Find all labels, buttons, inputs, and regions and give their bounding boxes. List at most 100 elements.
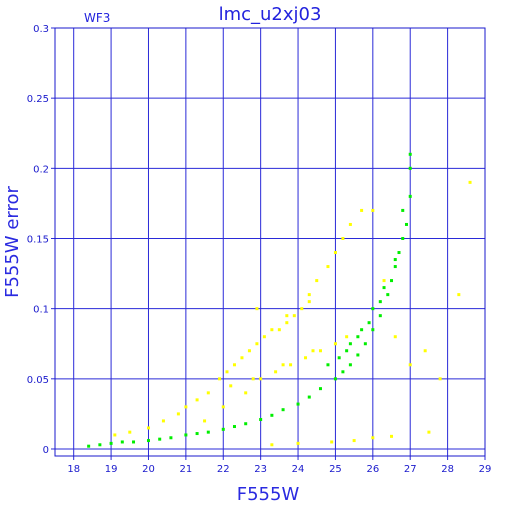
x-tick-label: 27: [404, 464, 417, 475]
data-point-series-1: [326, 265, 330, 269]
data-point-series-1: [427, 430, 431, 434]
data-point-series-1: [318, 349, 322, 353]
data-point-series-2: [333, 377, 337, 381]
x-tick-label: 25: [329, 464, 342, 475]
data-point-series-2: [390, 279, 394, 283]
data-point-series-2: [382, 286, 386, 290]
data-point-series-1: [341, 236, 345, 240]
data-point-series-1: [285, 321, 289, 325]
data-point-series-1: [352, 439, 356, 443]
data-point-series-1: [292, 314, 296, 318]
y-axis-label: F555W error: [2, 186, 23, 298]
x-tick-label: 20: [142, 464, 155, 475]
data-point-series-1: [113, 433, 117, 437]
data-point-series-2: [232, 425, 236, 429]
data-point-series-1: [408, 363, 412, 367]
data-point-series-2: [169, 436, 173, 440]
data-point-series-2: [367, 321, 371, 325]
x-tick-label: 29: [479, 464, 492, 475]
data-point-series-1: [315, 279, 319, 283]
data-point-series-1: [225, 370, 229, 374]
data-point-series-1: [307, 300, 311, 304]
data-point-series-1: [255, 307, 259, 311]
data-point-series-2: [337, 356, 341, 360]
data-point-series-2: [408, 152, 412, 156]
y-tick-label: 0.1: [33, 305, 49, 316]
data-point-series-2: [296, 402, 300, 406]
data-point-series-2: [158, 437, 162, 441]
data-point-series-2: [393, 265, 397, 269]
data-point-series-1: [423, 349, 427, 353]
data-point-series-1: [371, 208, 375, 212]
data-points: [87, 152, 472, 448]
data-point-series-2: [393, 258, 397, 262]
data-point-series-2: [408, 166, 412, 170]
data-point-series-1: [371, 436, 375, 440]
data-point-series-1: [330, 440, 334, 444]
data-point-series-2: [401, 236, 405, 240]
plot-frame: [54, 27, 486, 457]
y-tick-label: 0.05: [27, 375, 49, 386]
data-point-series-2: [120, 440, 124, 444]
data-point-series-1: [184, 405, 188, 409]
y-tick-label: 0.2: [33, 164, 49, 175]
data-point-series-2: [270, 413, 274, 417]
data-point-series-1: [382, 279, 386, 283]
data-point-series-2: [318, 387, 322, 391]
data-point-series-1: [304, 356, 308, 360]
tick-labels: 18 19 20 21 22 23 24 25 26 27 28 29 0 0.05 0.1 0.15 0.2 0…: [27, 24, 492, 475]
data-point-series-2: [98, 443, 102, 447]
data-point-series-1: [296, 441, 300, 445]
data-point-series-1: [229, 384, 233, 388]
x-tick-label: 24: [292, 464, 305, 475]
data-point-series-1: [360, 208, 364, 212]
data-point-series-1: [270, 328, 274, 332]
grid: [51, 27, 486, 460]
data-point-series-2: [356, 353, 360, 357]
data-point-series-2: [345, 349, 349, 353]
data-point-series-1: [195, 398, 199, 402]
y-tick-label: 0: [43, 445, 49, 456]
x-tick-label: 18: [67, 464, 80, 475]
data-point-series-1: [281, 363, 285, 367]
data-point-series-2: [408, 194, 412, 198]
data-point-series-1: [255, 342, 259, 346]
x-tick-label: 26: [366, 464, 379, 475]
data-point-series-1: [221, 405, 225, 409]
data-point-series-1: [218, 377, 222, 381]
data-point-series-2: [404, 222, 408, 226]
data-point-series-2: [109, 441, 113, 445]
data-point-series-1: [247, 349, 251, 353]
data-point-series-2: [341, 370, 345, 374]
data-point-series-2: [386, 293, 390, 297]
data-point-series-1: [203, 419, 207, 423]
data-point-series-2: [348, 342, 352, 346]
data-point-series-2: [132, 440, 136, 444]
data-point-series-1: [348, 222, 352, 226]
data-point-series-1: [128, 430, 132, 434]
data-point-series-1: [244, 391, 248, 395]
data-point-series-2: [397, 251, 401, 255]
data-point-series-1: [262, 335, 266, 339]
data-point-series-1: [232, 363, 236, 367]
data-point-series-1: [393, 335, 397, 339]
data-point-series-1: [438, 377, 442, 381]
x-tick-label: 21: [180, 464, 193, 475]
data-point-series-2: [326, 363, 330, 367]
data-point-series-2: [348, 363, 352, 367]
data-point-series-1: [333, 342, 337, 346]
data-point-series-1: [468, 180, 472, 184]
y-tick-label: 0.15: [27, 234, 49, 245]
data-point-series-1: [161, 419, 165, 423]
data-point-series-1: [457, 293, 461, 297]
data-point-series-1: [146, 426, 150, 430]
x-axis-label: F555W: [237, 484, 300, 505]
data-point-series-1: [390, 434, 394, 438]
data-point-series-1: [311, 349, 315, 353]
x-tick-label: 19: [105, 464, 118, 475]
data-point-series-2: [378, 314, 382, 318]
data-point-series-2: [259, 418, 263, 422]
data-point-series-2: [281, 408, 285, 412]
data-point-series-2: [244, 422, 248, 426]
data-point-series-1: [240, 356, 244, 360]
